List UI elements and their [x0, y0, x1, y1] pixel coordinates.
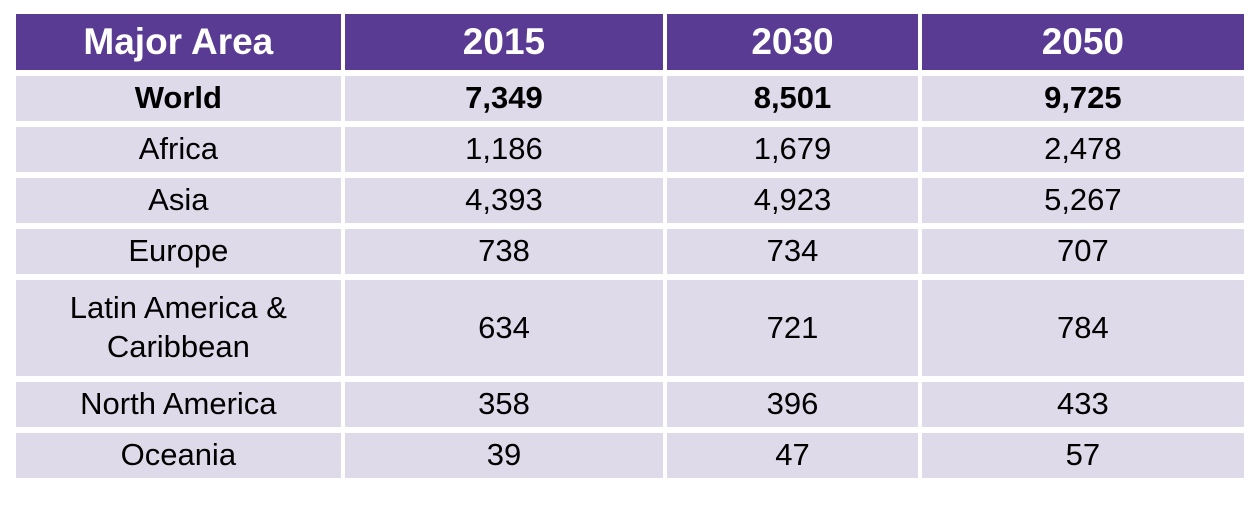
value-cell: 721	[667, 280, 918, 376]
population-table: Major Area 2015 2030 2050 World 7,349 8,…	[12, 8, 1248, 484]
value-cell: 738	[344, 229, 664, 274]
value-cell: 5,267	[921, 178, 1244, 223]
value-cell: 47	[667, 433, 918, 478]
table-row-europe: Europe 738 734 707	[16, 229, 1244, 274]
area-cell: North America	[16, 382, 341, 427]
value-cell: 2,478	[921, 127, 1244, 172]
header-cell-2030: 2030	[667, 14, 918, 70]
value-cell: 433	[921, 382, 1244, 427]
area-cell: Europe	[16, 229, 341, 274]
area-cell: Latin America & Caribbean	[16, 280, 341, 376]
value-cell: 784	[921, 280, 1244, 376]
value-cell: 396	[667, 382, 918, 427]
table-row-oceania: Oceania 39 47 57	[16, 433, 1244, 478]
table-row-world: World 7,349 8,501 9,725	[16, 76, 1244, 121]
value-cell: 4,923	[667, 178, 918, 223]
table-row-latin-america: Latin America & Caribbean 634 721 784	[16, 280, 1244, 376]
value-cell: 39	[344, 433, 664, 478]
value-cell: 4,393	[344, 178, 664, 223]
value-cell: 1,186	[344, 127, 664, 172]
value-cell: 57	[921, 433, 1244, 478]
value-cell: 634	[344, 280, 664, 376]
area-cell: Asia	[16, 178, 341, 223]
table-row-africa: Africa 1,186 1,679 2,478	[16, 127, 1244, 172]
area-cell: Oceania	[16, 433, 341, 478]
value-cell: 734	[667, 229, 918, 274]
value-cell: 1,679	[667, 127, 918, 172]
value-cell: 8,501	[667, 76, 918, 121]
value-cell: 707	[921, 229, 1244, 274]
header-cell-2050: 2050	[921, 14, 1244, 70]
header-cell-2015: 2015	[344, 14, 664, 70]
value-cell: 9,725	[921, 76, 1244, 121]
table-row-asia: Asia 4,393 4,923 5,267	[16, 178, 1244, 223]
area-cell: World	[16, 76, 341, 121]
header-cell-major-area: Major Area	[16, 14, 341, 70]
table-header-row: Major Area 2015 2030 2050	[16, 14, 1244, 70]
value-cell: 358	[344, 382, 664, 427]
table-row-north-america: North America 358 396 433	[16, 382, 1244, 427]
area-cell: Africa	[16, 127, 341, 172]
value-cell: 7,349	[344, 76, 664, 121]
